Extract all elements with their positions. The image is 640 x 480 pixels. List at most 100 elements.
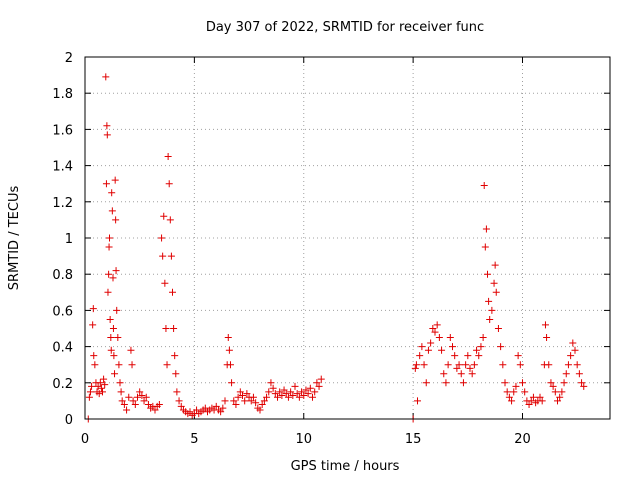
data-point: [580, 382, 588, 390]
data-point: [249, 393, 257, 401]
data-point: [453, 364, 461, 372]
data-point: [151, 406, 159, 414]
data-point: [444, 361, 452, 369]
data-point: [569, 339, 577, 347]
y-axis-label: SRMTID / TECUs: [7, 186, 22, 291]
data-point: [158, 234, 166, 242]
data-point: [449, 343, 456, 351]
data-point: [420, 361, 428, 369]
data-point: [142, 393, 150, 401]
data-point: [108, 207, 116, 215]
x-tick-label: 20: [514, 432, 531, 447]
data-point: [293, 390, 301, 398]
data-point: [538, 397, 546, 405]
data-point: [173, 388, 181, 396]
data-point: [274, 393, 281, 401]
data-point: [573, 361, 581, 369]
data-point: [575, 370, 583, 378]
data-point: [111, 176, 119, 184]
data-point: [551, 388, 559, 396]
data-point: [497, 343, 505, 351]
data-point: [431, 328, 439, 336]
data-point: [470, 361, 478, 369]
data-point: [186, 408, 194, 416]
data-point: [228, 379, 236, 387]
data-point: [94, 382, 102, 390]
data-point: [136, 388, 144, 396]
data-point: [440, 370, 448, 378]
y-tick-label: 1.8: [52, 87, 73, 102]
data-point: [503, 388, 511, 396]
axis-ticks: 00.20.40.60.811.21.41.61.820 5 10 15 20: [52, 51, 610, 447]
data-point: [97, 384, 105, 392]
data-point: [521, 388, 529, 396]
x-tick-label: 0: [81, 432, 89, 447]
data-point: [123, 406, 131, 414]
data-point: [269, 384, 277, 392]
y-tick-label: 2: [65, 51, 73, 66]
data-point: [224, 334, 232, 342]
data-point: [163, 361, 171, 369]
data-point: [304, 390, 312, 398]
data-point: [102, 73, 110, 81]
data-point: [162, 325, 170, 332]
x-axis-label: GPS time / hours: [291, 459, 400, 474]
data-point: [479, 334, 487, 342]
data-point: [549, 382, 557, 390]
data-point: [212, 402, 220, 410]
x-tick-label: 15: [405, 432, 422, 447]
data-point: [311, 388, 319, 396]
data-point: [115, 361, 123, 369]
data-point: [107, 334, 115, 342]
data-point: [109, 274, 117, 282]
data-point: [108, 189, 116, 197]
data-point: [239, 391, 246, 399]
x-tick-label: 10: [295, 432, 312, 447]
data-point: [265, 388, 273, 396]
data-point: [221, 397, 229, 405]
data-point: [424, 346, 432, 354]
data-point: [486, 315, 494, 323]
data-point: [226, 361, 234, 369]
data-point: [193, 406, 201, 414]
data-point: [536, 393, 544, 401]
data-point: [505, 393, 513, 401]
data-point: [468, 370, 476, 378]
data-point: [567, 352, 575, 360]
data-point: [105, 270, 113, 278]
data-point: [499, 361, 507, 369]
data-point: [284, 393, 292, 401]
data-point: [164, 153, 172, 161]
data-point: [545, 361, 553, 369]
data-point: [289, 391, 297, 399]
data-point: [313, 379, 321, 387]
data-point: [103, 131, 111, 139]
data-point: [171, 352, 179, 360]
data-point: [247, 397, 255, 405]
data-point: [127, 346, 135, 354]
data-point: [201, 404, 209, 412]
chart-title: Day 307 of 2022, SRMTID for receiver fun…: [206, 20, 484, 35]
data-point: [490, 279, 498, 287]
data-point: [519, 379, 526, 387]
data-point: [543, 334, 551, 342]
data-point: [571, 346, 579, 354]
data-point: [558, 388, 566, 396]
y-tick-label: 1.4: [52, 160, 73, 175]
data-point: [306, 384, 314, 392]
data-point: [155, 401, 163, 409]
data-point: [234, 393, 242, 401]
data-point: [263, 393, 271, 401]
data-point: [96, 379, 104, 387]
data-point: [560, 379, 568, 387]
data-point: [118, 397, 126, 405]
data-point: [165, 180, 173, 188]
data-point: [564, 361, 572, 369]
data-point: [101, 381, 109, 389]
data-point: [102, 180, 110, 188]
data-point: [243, 390, 251, 398]
data-point: [485, 297, 493, 305]
data-point: [300, 391, 308, 399]
grid-lines: [85, 57, 610, 419]
